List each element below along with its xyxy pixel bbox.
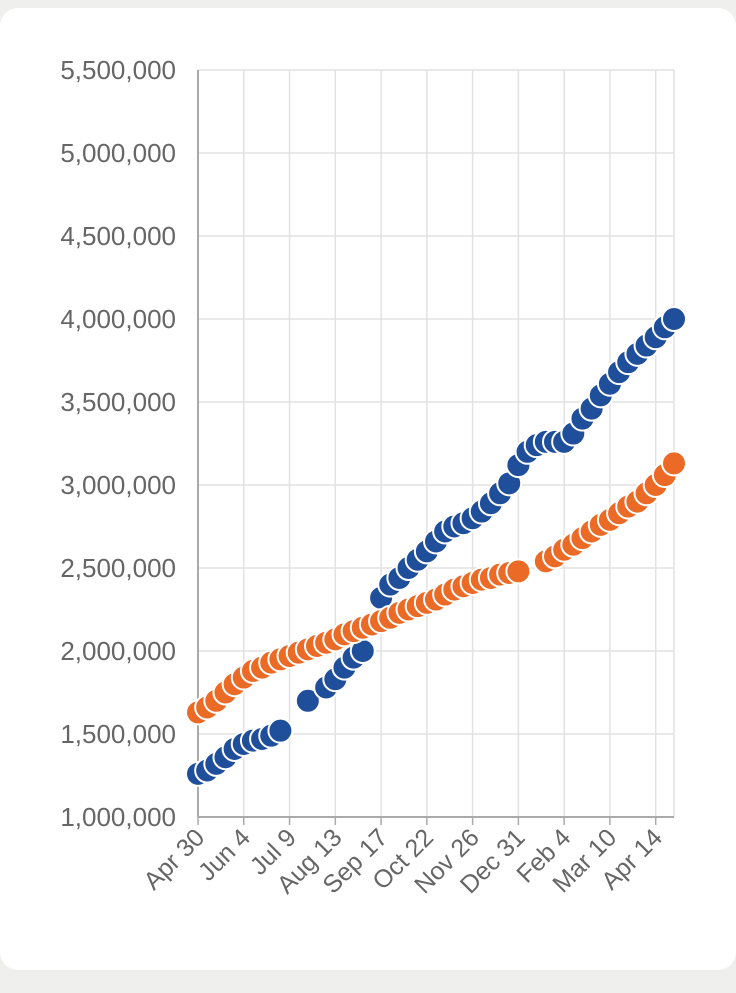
y-tick-label: 5,500,000 [60,55,176,85]
y-tick-label: 2,000,000 [60,636,176,666]
y-tick-label: 3,000,000 [60,470,176,500]
data-point [505,558,532,585]
axes [197,70,674,825]
series-2 [185,450,687,726]
data-point [661,450,687,477]
bottom-strip [0,970,736,993]
chart-card [0,8,736,970]
y-tick-label: 4,000,000 [60,304,176,334]
y-tick-label: 1,500,000 [60,719,176,749]
series-1 [185,306,687,787]
data-point [294,687,321,714]
data-point [661,306,687,332]
y-tick-label: 3,500,000 [60,387,176,417]
data-series [185,306,687,787]
x-tick-label: Jun 4 [193,823,256,886]
data-point [267,717,294,744]
y-tick-label: 2,500,000 [60,553,176,583]
y-tick-label: 1,000,000 [60,802,176,832]
grid-lines [197,69,675,818]
y-tick-label: 5,000,000 [60,138,176,168]
y-axis-tick-labels: 5,500,000 5,000,000 4,500,000 4,000,000 3,50… [60,55,176,832]
y-tick-label: 4,500,000 [60,221,176,251]
